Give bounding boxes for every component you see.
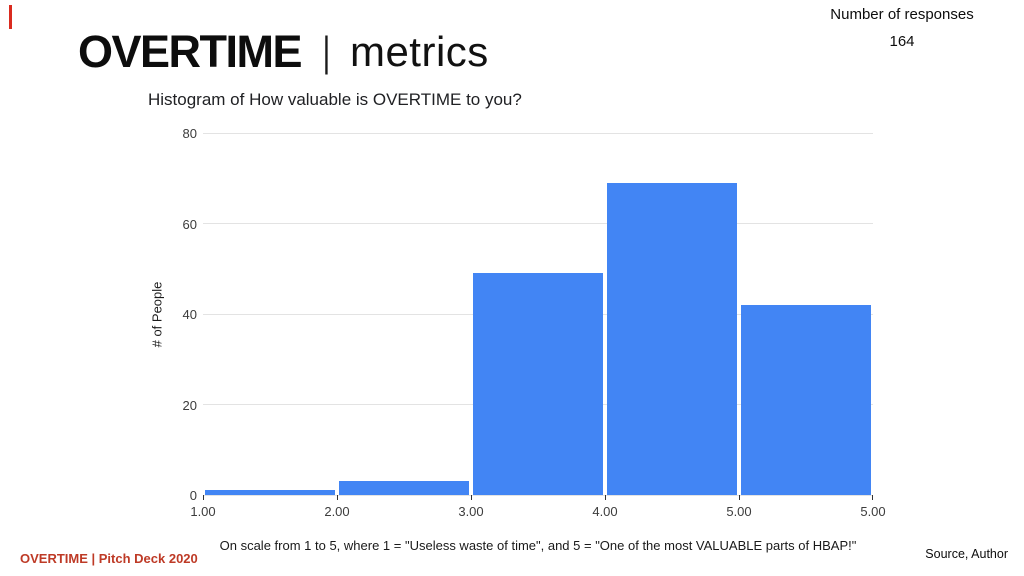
x-tick-mark-0	[203, 495, 204, 500]
x-tick-label-2: 3.00	[458, 504, 484, 519]
x-tick-label-3: 4.00	[592, 504, 618, 519]
y-tick-label-80: 80	[182, 126, 197, 141]
red-accent-mark	[9, 5, 12, 29]
x-tick-label-5: 5.00	[860, 504, 886, 519]
responses-label: Number of responses	[830, 6, 974, 23]
gridline-y-60	[203, 223, 873, 224]
y-tick-label-40: 40	[182, 307, 197, 322]
histogram-bar-4.00-5.00	[607, 183, 737, 495]
x-tick-mark-5	[872, 495, 873, 500]
plot-area	[203, 132, 873, 500]
x-tick-mark-4	[739, 495, 740, 500]
y-tick-label-60: 60	[182, 216, 197, 232]
slide-title-brand: OVERTIME	[78, 26, 303, 77]
gridline-y-80	[203, 132, 873, 134]
y-tick-label-0: 0	[189, 488, 197, 503]
x-tick-label-1: 2.00	[324, 504, 350, 519]
responses-summary: Number of responses 164	[802, 6, 1002, 50]
responses-count: 164	[889, 33, 915, 50]
footer-source: Source, Author	[925, 547, 1008, 561]
x-tick-mark-1	[337, 495, 338, 500]
x-tick-label-4: 5.00	[726, 504, 752, 519]
chart-title: Histogram of How valuable is OVERTIME to…	[148, 90, 522, 109]
histogram-bar-1.00-2.00	[205, 490, 335, 495]
gridline-y-0	[203, 494, 873, 496]
x-axis-caption: On scale from 1 to 5, where 1 = "Useless…	[219, 538, 857, 553]
x-tick-mark-3	[605, 495, 606, 500]
y-tick-label-20: 20	[182, 397, 197, 413]
slide-title: OVERTIME | metrics	[78, 26, 489, 78]
slide-title-separator: |	[322, 28, 331, 75]
histogram-bar-3.00-4.00	[473, 273, 603, 495]
x-tick-label-0: 1.00	[190, 504, 216, 519]
footer-deck-label: OVERTIME | Pitch Deck 2020	[20, 551, 198, 566]
x-tick-mark-2	[471, 495, 472, 500]
histogram-bar-5.00+	[741, 305, 871, 495]
histogram-bar-2.00-3.00	[339, 481, 469, 495]
slide-title-sub: metrics	[349, 28, 489, 75]
